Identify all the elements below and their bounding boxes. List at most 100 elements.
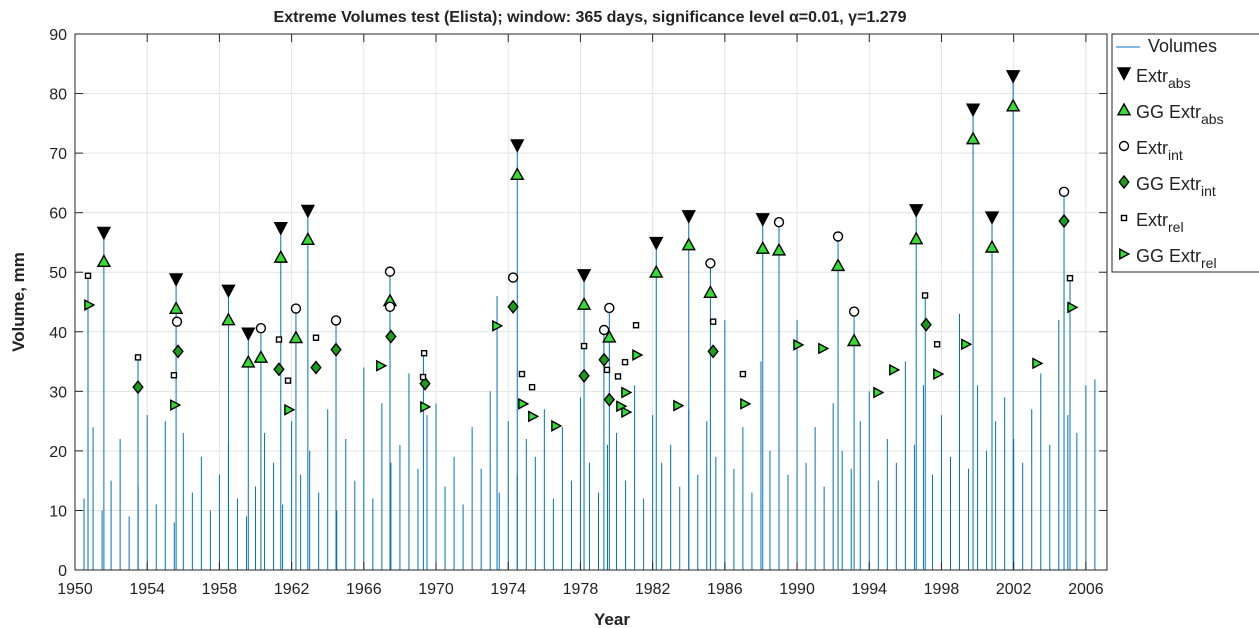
marker-triangle-down — [1005, 70, 1021, 84]
marker-square — [528, 383, 536, 391]
legend-subscript: abs — [1201, 111, 1224, 127]
marker-triangle-up — [602, 329, 617, 343]
chart-title: Extreme Volumes test (Elista); window: 3… — [274, 9, 907, 26]
x-tick-label: 1950 — [57, 581, 93, 598]
axes: 0 10 20 30 40 50 60 70 80 90 1950 1954 1958 1962 1966 1… — [49, 27, 1107, 598]
marker-square — [921, 292, 929, 299]
marker-circle — [773, 216, 785, 228]
marker-triangle-down — [273, 222, 288, 236]
marker-square — [603, 366, 611, 374]
y-tick-label: 30 — [49, 384, 67, 401]
x-tick-label: 1986 — [707, 581, 743, 598]
legend-subscript: int — [1168, 147, 1183, 163]
marker-triangle-right — [170, 399, 182, 411]
marker-diamond — [419, 376, 431, 391]
marker-triangle-up — [703, 285, 718, 298]
marker-circle — [705, 258, 716, 269]
marker-triangle-right — [1067, 301, 1079, 314]
marker-square — [518, 370, 526, 378]
marker-triangle-up — [681, 237, 696, 251]
marker-circle — [848, 306, 860, 317]
marker-triangle-down — [241, 327, 256, 342]
marker-diamond — [707, 344, 719, 359]
x-tick-label: 1994 — [851, 581, 887, 598]
legend-name: GG Extr — [1136, 174, 1201, 194]
marker-triangle-right — [818, 342, 830, 355]
marker-triangle-right — [420, 400, 432, 413]
y-tick-label: 80 — [49, 87, 67, 104]
x-tick-label: 1982 — [635, 581, 671, 598]
marker-circle — [1058, 186, 1070, 198]
x-tick-label: 2006 — [1068, 581, 1104, 598]
marker-triangle-up — [649, 264, 664, 278]
marker-triangle-down — [909, 204, 924, 218]
marker-triangle-up — [909, 231, 924, 245]
marker-triangle-up — [1005, 98, 1021, 112]
marker-triangle-right — [84, 299, 96, 311]
marker-triangle-right — [492, 319, 504, 332]
legend-label: GG Extrint — [1136, 174, 1216, 199]
marker-circle — [330, 315, 342, 326]
legend-subscript: abs — [1168, 75, 1191, 91]
marker-triangle-up — [288, 330, 304, 344]
marker-circle — [604, 302, 615, 314]
marker-diamond — [578, 368, 590, 383]
y-tick-label: 20 — [49, 444, 67, 461]
plot — [74, 70, 1096, 570]
x-tick-label: 1958 — [202, 581, 238, 598]
marker-triangle-down — [965, 103, 981, 118]
marker-diamond — [132, 380, 144, 395]
marker-triangle-up — [984, 239, 1000, 253]
x-axis-label: Year — [594, 610, 630, 628]
legend-label: Extrint — [1136, 138, 1183, 163]
marker-circle — [507, 272, 519, 283]
marker-triangle-up — [96, 254, 112, 268]
y-tick-label: 90 — [49, 27, 67, 44]
marker-diamond — [920, 317, 932, 332]
marker-triangle-right — [621, 386, 633, 399]
x-tick-label: 1954 — [129, 581, 165, 598]
y-tick-label: 10 — [49, 503, 67, 520]
legend-name: Extr — [1136, 66, 1168, 86]
marker-triangle-right — [740, 397, 752, 410]
marker-triangle-up — [510, 167, 525, 181]
marker-square — [84, 272, 92, 279]
marker-square — [419, 373, 427, 381]
marker-triangle-right — [793, 338, 805, 351]
marker-square — [739, 370, 747, 378]
legend-name: GG Extr — [1136, 102, 1201, 122]
marker-triangle-right — [933, 368, 945, 381]
marker-square — [134, 354, 142, 361]
marker-triangle-down — [755, 213, 770, 227]
legend-subscript: rel — [1168, 219, 1184, 235]
marker-triangle-up — [168, 301, 184, 315]
marker-triangle-up — [253, 349, 269, 363]
marker-square — [1066, 274, 1074, 282]
marker-triangle-right — [889, 363, 901, 376]
marker-diamond — [598, 352, 610, 367]
marker-triangle-right — [616, 400, 628, 413]
marker-square — [709, 318, 717, 325]
marker-circle — [171, 316, 183, 327]
marker-square — [420, 350, 428, 357]
legend-label: Extrabs — [1136, 66, 1191, 91]
marker-diamond — [172, 344, 184, 359]
legend-name: Extr — [1136, 138, 1168, 158]
marker-triangle-right — [961, 338, 973, 351]
marker-diamond — [330, 342, 342, 357]
marker-triangle-right — [673, 399, 685, 412]
marker-triangle-up — [755, 240, 770, 254]
marker-square — [933, 341, 941, 348]
x-tick-label: 1998 — [924, 581, 960, 598]
marker-triangle-up — [300, 232, 316, 245]
legend-marker — [1116, 102, 1132, 116]
marker-square — [170, 372, 178, 379]
marker-triangle-right — [621, 406, 633, 419]
legend-name: Extr — [1136, 210, 1168, 230]
marker-circle — [290, 303, 302, 314]
legend-subscript: rel — [1201, 255, 1217, 271]
x-tick-label: 1978 — [563, 581, 599, 598]
y-tick-label: 60 — [49, 206, 67, 223]
marker-triangle-up — [241, 354, 256, 368]
